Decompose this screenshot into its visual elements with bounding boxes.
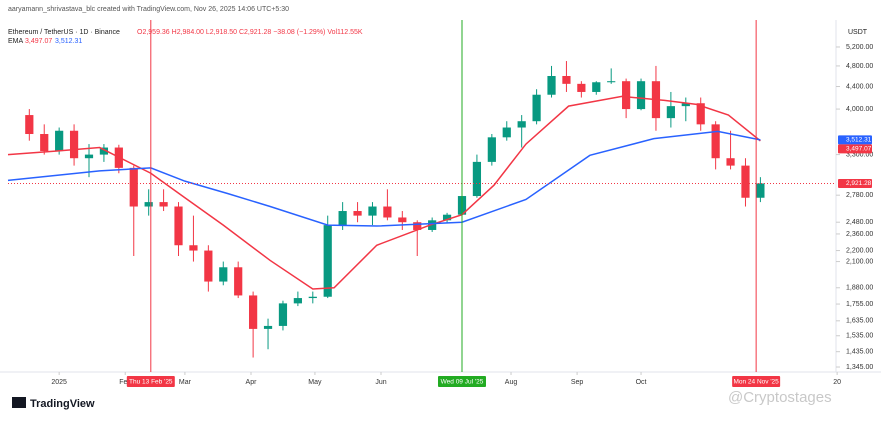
date-tag-label: Thu 13 Feb '25 xyxy=(129,379,173,386)
candle-body xyxy=(144,202,153,207)
y-tick-label: 2,360.00 xyxy=(846,231,873,238)
indicator-name: EMA xyxy=(8,38,24,45)
y-tick-label: 2,480.00 xyxy=(846,219,873,226)
candle-body xyxy=(711,124,720,159)
candle-body xyxy=(636,81,646,110)
x-tick-label: Jun xyxy=(375,379,386,386)
ema-value: 3,512.31 xyxy=(55,38,82,45)
logo-icon xyxy=(12,397,26,408)
candle-body xyxy=(487,137,496,162)
y-tick-label: 1,880.00 xyxy=(846,285,873,292)
candle-body xyxy=(249,295,258,329)
ohlc: O2,959.36 H2,984.00 L2,918.50 C2,921.28 … xyxy=(137,29,363,36)
ema-value: 3,497.07 xyxy=(25,38,52,45)
candle-body xyxy=(741,165,750,198)
candle-body xyxy=(40,134,49,152)
candle-body xyxy=(532,94,541,122)
candle-body xyxy=(159,202,168,207)
plot: 5,200.00 4,800.00 4,400.00 4,000.00 3,300.00… xyxy=(7,20,873,387)
candle-body xyxy=(338,211,347,226)
price-tag-label: 3,512.31 xyxy=(846,137,872,144)
x-tick-label: Oct xyxy=(636,379,647,386)
x-tick-label: Aug xyxy=(505,379,518,386)
y-tick-label: 4,000.00 xyxy=(846,106,873,113)
candle-body xyxy=(726,158,735,166)
y-tick-label: 4,400.00 xyxy=(846,83,873,90)
y-tick-label: 1,345.00 xyxy=(846,364,873,371)
date-tag-label: Mon 24 Nov '25 xyxy=(733,379,779,386)
candle-body xyxy=(547,75,556,95)
date-tag xyxy=(437,376,486,387)
watermark: @Cryptostages xyxy=(728,389,832,406)
x-tick-label: Sep xyxy=(571,379,584,386)
price-tag-label: 2,921.28 xyxy=(846,180,872,187)
symbol-title: Ethereum / TetherUS · 1D · Binance xyxy=(8,29,120,36)
candle-body xyxy=(308,296,317,299)
candle-body xyxy=(84,154,94,159)
y-tick-label: 5,200.00 xyxy=(846,44,873,51)
candle-body xyxy=(413,222,422,230)
y-tick-label: 2,100.00 xyxy=(846,258,873,265)
candle-body xyxy=(696,103,705,125)
candle-body xyxy=(234,267,243,296)
candle-body xyxy=(756,183,765,198)
date-tag xyxy=(126,376,175,387)
candle-body xyxy=(681,103,690,107)
candle-body xyxy=(174,206,183,246)
y-tick-label: 4,800.00 xyxy=(846,63,873,70)
currency: USDT xyxy=(848,29,868,36)
price-tag-label: 3,497.07 xyxy=(846,146,872,153)
candle-body xyxy=(278,303,288,326)
date-tag xyxy=(732,376,781,387)
price-tag xyxy=(838,135,872,145)
candle-body xyxy=(99,147,109,155)
candle-body xyxy=(263,325,273,329)
candle-body xyxy=(69,130,79,159)
candle-body xyxy=(562,75,571,84)
y-tick-label: 1,435.00 xyxy=(846,349,873,356)
x-tick-label: Apr xyxy=(246,379,258,386)
candle-body xyxy=(592,82,601,92)
y-tick-label: 1,635.00 xyxy=(846,318,873,325)
y-tick-label: 1,535.00 xyxy=(846,333,873,340)
x-tick-label: 2025 xyxy=(51,379,67,386)
candle-body xyxy=(666,106,675,119)
x-tick-label: 20 xyxy=(833,379,841,386)
candle-body xyxy=(502,127,511,138)
candle-body xyxy=(442,214,452,221)
candle-body xyxy=(577,83,586,92)
y-tick-label: 1,755.00 xyxy=(846,301,873,308)
y-tick-label: 2,780.00 xyxy=(846,192,873,199)
candle-body xyxy=(517,121,526,128)
candle-body xyxy=(293,298,302,304)
y-tick-label: 2,200.00 xyxy=(846,247,873,254)
candle-body xyxy=(25,115,34,135)
candle-body xyxy=(622,81,631,110)
price-tag xyxy=(838,178,872,188)
price-tag xyxy=(838,144,872,154)
candle-body xyxy=(204,250,213,282)
y-tick-label: 3,300.00 xyxy=(846,151,873,158)
candle-body xyxy=(353,211,362,216)
credit: aaryamann_shrivastava_blc created with T… xyxy=(8,6,289,13)
candle-body xyxy=(129,167,138,207)
candle-body xyxy=(219,267,228,282)
candle-body xyxy=(607,81,616,83)
x-tick-label: Mar xyxy=(179,379,192,386)
x-tick-label: May xyxy=(308,379,322,386)
candle-body xyxy=(189,245,198,251)
candle-body xyxy=(368,206,377,216)
candle-body xyxy=(472,161,482,197)
x-tick-label: Feb xyxy=(119,379,131,386)
candle-body xyxy=(323,225,332,297)
candle-body xyxy=(55,130,64,152)
ema-line xyxy=(7,95,761,290)
date-tag-label: Wed 09 Jul '25 xyxy=(441,379,484,386)
brand: TradingView xyxy=(30,398,95,410)
ema-line xyxy=(7,130,761,227)
candle-body xyxy=(398,217,407,223)
candle-body xyxy=(383,206,392,218)
